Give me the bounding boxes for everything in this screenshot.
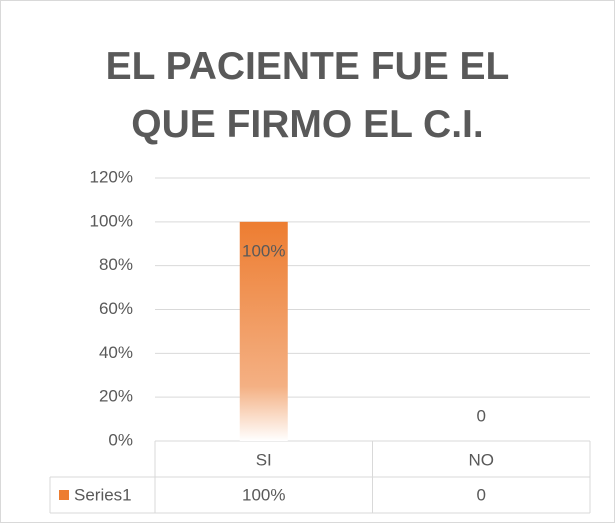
y-tick-label: 40% (99, 343, 133, 362)
legend-key (59, 490, 69, 500)
bar (239, 221, 288, 441)
x-tick-label: NO (469, 450, 495, 469)
y-tick-label: 60% (99, 299, 133, 318)
data-label: 100% (242, 241, 285, 260)
x-tick-label: SI (256, 450, 272, 469)
table-value: 100% (242, 485, 285, 504)
table-value: 0 (477, 485, 486, 504)
y-tick-label: 100% (90, 211, 133, 230)
data-label: 0 (477, 406, 486, 425)
y-tick-label: 0% (108, 430, 133, 449)
y-tick-label: 80% (99, 255, 133, 274)
y-tick-label: 120% (90, 167, 133, 186)
legend-label: Series1 (74, 485, 132, 504)
y-tick-label: 20% (99, 387, 133, 406)
chart-title: EL PACIENTE FUE EL QUE FIRMO EL C.I. (105, 45, 510, 146)
